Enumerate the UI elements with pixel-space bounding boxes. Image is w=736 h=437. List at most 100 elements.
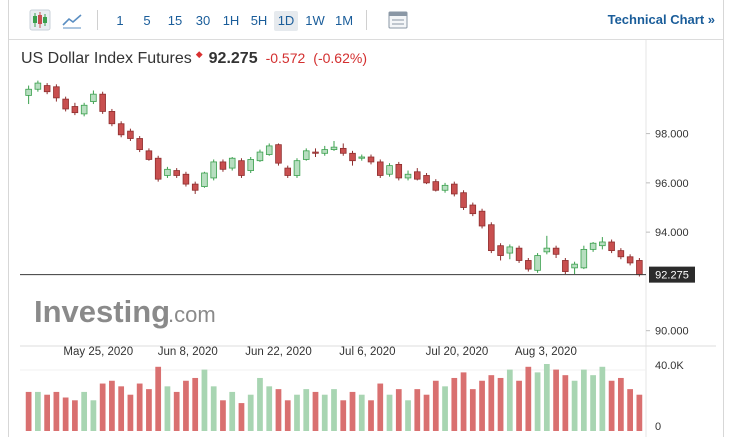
indicators-icon[interactable] bbox=[387, 9, 409, 31]
volume-bar bbox=[423, 394, 430, 431]
timeframe-5[interactable]: 5 bbox=[143, 13, 151, 28]
volume-bar bbox=[497, 377, 504, 431]
candle-body[interactable] bbox=[34, 82, 42, 90]
candle-body[interactable] bbox=[62, 98, 69, 110]
volume-bar bbox=[460, 372, 467, 431]
candle-body[interactable] bbox=[302, 150, 310, 160]
candle-body[interactable] bbox=[43, 85, 51, 93]
candle-body[interactable] bbox=[210, 161, 217, 179]
candle-body[interactable] bbox=[173, 170, 180, 176]
candle-body[interactable] bbox=[108, 111, 116, 125]
timeframe-1w[interactable]: 1W bbox=[305, 13, 325, 28]
candle-body[interactable] bbox=[228, 157, 236, 169]
candle-body[interactable] bbox=[265, 145, 273, 155]
candle-body[interactable] bbox=[136, 138, 143, 151]
candle-body[interactable] bbox=[552, 247, 560, 255]
candle-body[interactable] bbox=[25, 88, 32, 96]
x-tick-label: May 25, 2020 bbox=[63, 346, 133, 358]
candle-body[interactable] bbox=[386, 165, 393, 175]
instrument-name: US Dollar Index Futures bbox=[21, 50, 192, 67]
x-tick-label: Jul 6, 2020 bbox=[339, 346, 395, 358]
timeframe-1m[interactable]: 1M bbox=[334, 13, 354, 28]
candle-body[interactable] bbox=[636, 260, 643, 276]
x-tick-label: Jul 20, 2020 bbox=[426, 346, 489, 358]
candle-body[interactable] bbox=[451, 183, 458, 195]
candle-body[interactable] bbox=[275, 144, 282, 164]
candle-body[interactable] bbox=[201, 172, 208, 187]
candle-body[interactable] bbox=[367, 156, 375, 163]
candle-body[interactable] bbox=[284, 167, 292, 176]
volume-bar bbox=[414, 389, 421, 431]
candle-body[interactable] bbox=[182, 173, 190, 185]
volume-bar bbox=[257, 377, 263, 431]
timeframe-1d[interactable]: 1D bbox=[274, 11, 298, 31]
candle-body[interactable] bbox=[608, 241, 615, 252]
candle-body[interactable] bbox=[154, 157, 162, 180]
candle-body[interactable] bbox=[376, 161, 384, 176]
timeframe-1[interactable]: 1 bbox=[116, 13, 124, 28]
candle-body[interactable] bbox=[626, 256, 634, 264]
candle-body[interactable] bbox=[349, 152, 356, 162]
candle-body[interactable] bbox=[460, 192, 467, 208]
candle-body[interactable] bbox=[589, 242, 597, 250]
candle-body[interactable] bbox=[488, 224, 495, 252]
candle-body[interactable] bbox=[256, 151, 264, 162]
candle-body[interactable] bbox=[562, 260, 569, 272]
candle-body[interactable] bbox=[395, 163, 403, 179]
candle-body[interactable] bbox=[80, 104, 88, 115]
candle-body[interactable] bbox=[432, 181, 440, 191]
technical-chart-link[interactable]: Technical Chart » bbox=[607, 12, 715, 27]
candle-body[interactable] bbox=[238, 160, 245, 176]
candle-body[interactable] bbox=[506, 246, 514, 254]
timeframe-5h[interactable]: 5H bbox=[250, 13, 268, 28]
timeframe-15[interactable]: 15 bbox=[167, 13, 183, 28]
candle-body[interactable] bbox=[321, 149, 329, 154]
candle-body[interactable] bbox=[90, 93, 97, 102]
candle-body[interactable] bbox=[404, 173, 412, 179]
candle-body[interactable] bbox=[525, 260, 532, 270]
volume-bar bbox=[590, 375, 596, 431]
candle-body[interactable] bbox=[571, 263, 578, 269]
candle-body[interactable] bbox=[247, 159, 254, 171]
volume-bar bbox=[99, 383, 106, 431]
candle-body[interactable] bbox=[478, 210, 486, 227]
candle-body[interactable] bbox=[293, 160, 301, 176]
line-chart-type-icon[interactable] bbox=[61, 9, 83, 31]
volume-bar bbox=[210, 386, 217, 431]
candle-body[interactable] bbox=[127, 130, 134, 139]
volume-bar bbox=[395, 389, 402, 431]
timeframe-30[interactable]: 30 bbox=[195, 13, 211, 28]
candle-body[interactable] bbox=[469, 204, 477, 215]
candle-body[interactable] bbox=[515, 247, 523, 261]
candle-body[interactable] bbox=[312, 151, 319, 154]
candlestick-chart-type-icon[interactable] bbox=[29, 9, 51, 31]
candle-body[interactable] bbox=[414, 171, 421, 180]
volume-bar bbox=[44, 394, 51, 431]
volume-bar bbox=[442, 386, 448, 431]
candle-body[interactable] bbox=[71, 106, 79, 114]
candle-body[interactable] bbox=[543, 247, 551, 253]
candle-body[interactable] bbox=[423, 175, 430, 184]
candle-body[interactable] bbox=[617, 250, 625, 258]
candle-body[interactable] bbox=[164, 168, 171, 176]
candle-body[interactable] bbox=[580, 248, 588, 269]
volume-bar bbox=[266, 386, 273, 431]
candle-body[interactable] bbox=[53, 86, 60, 99]
candle-body[interactable] bbox=[117, 123, 125, 136]
candle-body[interactable] bbox=[358, 156, 366, 159]
candle-body[interactable] bbox=[534, 255, 541, 271]
candle-body[interactable] bbox=[145, 150, 153, 160]
candle-body[interactable] bbox=[330, 146, 338, 151]
candle-body[interactable] bbox=[497, 245, 504, 256]
realtime-marker-icon: ◆ bbox=[195, 49, 203, 59]
candle-body[interactable] bbox=[191, 183, 199, 191]
timeframe-1h[interactable]: 1H bbox=[222, 13, 240, 28]
candle-body[interactable] bbox=[599, 241, 606, 247]
candle-body[interactable] bbox=[219, 161, 227, 170]
candle-body[interactable] bbox=[441, 184, 449, 191]
candle-body[interactable] bbox=[99, 93, 106, 112]
volume-bar bbox=[340, 400, 347, 431]
volume-bar bbox=[72, 400, 78, 431]
candle-body[interactable] bbox=[339, 147, 347, 154]
